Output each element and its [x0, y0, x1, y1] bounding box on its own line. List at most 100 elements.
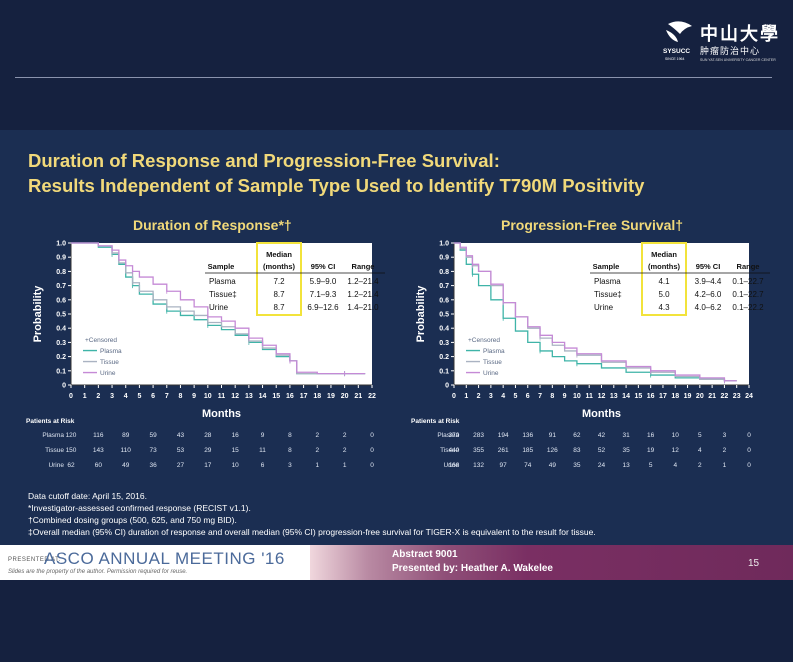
dor-at-risk-value: 3 [288, 462, 292, 469]
bottom-band [0, 580, 793, 662]
dor-legend-label: Tissue [100, 359, 119, 366]
pfs-table-cell-sample: Tissue‡ [594, 290, 622, 299]
pfs-x-tick-label: 23 [733, 393, 741, 400]
pfs-table-cell-median: 4.1 [658, 277, 670, 286]
dor-x-tick-label: 22 [368, 393, 376, 400]
pfs-series-urine [454, 242, 737, 382]
dor-at-risk-value: 8 [288, 432, 292, 439]
pfs-at-risk-value: 132 [473, 462, 484, 469]
pfs-x-tick-label: 24 [745, 393, 753, 400]
dor-table-header-sample: Sample [208, 262, 235, 271]
svg-text:SINCE 1964: SINCE 1964 [665, 57, 685, 61]
pfs-at-risk-name: Tissue [440, 447, 459, 454]
pfs-x-tick-label: 1 [464, 393, 468, 400]
dor-table-header-range: Range [352, 262, 375, 271]
pfs-at-risk-value: 42 [598, 432, 606, 439]
pfs-at-risk-value: 2 [723, 447, 727, 454]
pfs-x-tick-label: 3 [489, 393, 493, 400]
pfs-at-risk-value: 0 [747, 462, 751, 469]
dor-table-cell-sample: Tissue‡ [209, 290, 237, 299]
disclaimer: Slides are the property of the author. P… [8, 569, 188, 575]
dor-y-tick-label: 0 [62, 383, 66, 390]
slide-title-line1: Duration of Response and Progression-Fre… [28, 150, 500, 171]
dor-at-risk-value: 2 [343, 447, 347, 454]
dor-at-risk-value: 27 [177, 462, 185, 469]
dor-at-risk-value: 2 [343, 432, 347, 439]
pfs-table-header-ci: 95% CI [696, 262, 721, 271]
pfs-x-tick-label: 4 [501, 393, 505, 400]
pfs-x-tick-label: 0 [452, 393, 456, 400]
dor-at-risk-value: 150 [66, 447, 77, 454]
pfs-at-risk-value: 2 [698, 462, 702, 469]
pfs-at-risk-value: 35 [622, 447, 630, 454]
pfs-at-risk-value: 370 [449, 432, 460, 439]
pfs-y-tick-label: 0 [445, 383, 449, 390]
dor-x-tick-label: 16 [286, 393, 294, 400]
dor-x-tick-label: 4 [124, 393, 128, 400]
logo-en-name: SUN YAT-SEN UNIVERSITY CANCER CENTER [700, 58, 776, 62]
dor-at-risk-value: 0 [370, 447, 374, 454]
dor-at-risk-value: 2 [315, 432, 319, 439]
dor-at-risk-name: Urine [48, 462, 64, 469]
dor-at-risk-value: 89 [122, 432, 130, 439]
dor-at-risk-value: 10 [232, 462, 240, 469]
dor-x-tick-label: 12 [231, 393, 239, 400]
pfs-table-cell-range: 0.1–22.7 [732, 290, 764, 299]
dor-at-risk-value: 9 [261, 432, 265, 439]
dor-x-tick-label: 7 [165, 393, 169, 400]
dor-x-tick-label: 9 [192, 393, 196, 400]
dor-at-risk-value: 116 [93, 432, 104, 439]
footer-gradient-band [310, 545, 793, 580]
dor-legend-label: Urine [100, 370, 116, 377]
dor-x-tick-label: 13 [245, 393, 253, 400]
pfs-y-label: Probability [415, 285, 427, 343]
dor-at-risk-value: 11 [259, 447, 266, 454]
pfs-y-tick-label: 0.2 [439, 354, 449, 361]
dor-x-tick-label: 21 [354, 393, 362, 400]
dor-chart: 00.10.20.30.40.50.60.70.80.91.00 1 2 3 4 5 6 7 8… [26, 241, 385, 469]
dor-at-risk-value: 15 [232, 447, 240, 454]
abstract-number: Abstract 9001 [392, 549, 458, 560]
dor-at-risk-value: 59 [149, 432, 157, 439]
pfs-at-risk-value: 12 [672, 447, 680, 454]
pfs-at-risk-value: 52 [598, 447, 606, 454]
dor-at-risk-value: 62 [67, 462, 75, 469]
pfs-x-tick-label: 8 [550, 393, 554, 400]
pfs-x-tick-label: 13 [610, 393, 618, 400]
dor-at-risk-value: 16 [232, 432, 240, 439]
dor-x-tick-label: 2 [96, 393, 100, 400]
dor-y-label: Probability [32, 285, 44, 343]
dor-at-risk-value: 17 [204, 462, 212, 469]
pfs-x-tick-label: 10 [573, 393, 581, 400]
dor-x-tick-label: 15 [272, 393, 280, 400]
presented-at-label: PRESENTED AT: [8, 557, 61, 563]
footnote-cutoff: Data cutoff date: April 15, 2016. [28, 491, 147, 501]
pfs-at-risk-value: 4 [673, 462, 677, 469]
dor-y-tick-label: 0.6 [56, 297, 66, 304]
pfs-legend-label: Urine [483, 370, 499, 377]
dor-x-tick-label: 1 [83, 393, 87, 400]
dor-chart-title: Duration of Response*† [133, 217, 292, 233]
pfs-x-tick-label: 19 [684, 393, 692, 400]
pfs-x-tick-label: 15 [634, 393, 642, 400]
pfs-y-tick-label: 0.6 [439, 297, 449, 304]
dor-at-risk-value: 28 [204, 432, 212, 439]
dor-legend-label: Plasma [100, 348, 122, 355]
dor-y-tick-label: 0.1 [56, 368, 66, 375]
dor-at-risk-value: 49 [122, 462, 130, 469]
svg-text:SYSUCC: SYSUCC [663, 48, 690, 55]
pfs-table-cell-range: 0.1–22.7 [732, 277, 764, 286]
dor-median-highlight [256, 242, 302, 316]
pfs-legend-censored: +Censored [468, 337, 500, 344]
pfs-x-tick-label: 12 [598, 393, 606, 400]
dor-at-risk-value: 6 [261, 462, 265, 469]
pfs-table-cell-sample: Urine [594, 303, 614, 312]
pfs-table-cell-sample: Plasma [594, 277, 621, 286]
pfs-at-risk-value: 31 [622, 432, 630, 439]
pfs-table-header-median: Median [651, 250, 677, 259]
pfs-at-risk-value: 355 [473, 447, 484, 454]
pfs-at-risk-value: 194 [498, 432, 509, 439]
pfs-at-risk-value: 49 [549, 462, 557, 469]
dor-table-cell-ci: 5.9–9.0 [310, 277, 337, 286]
dor-x-label: Months [202, 408, 241, 420]
